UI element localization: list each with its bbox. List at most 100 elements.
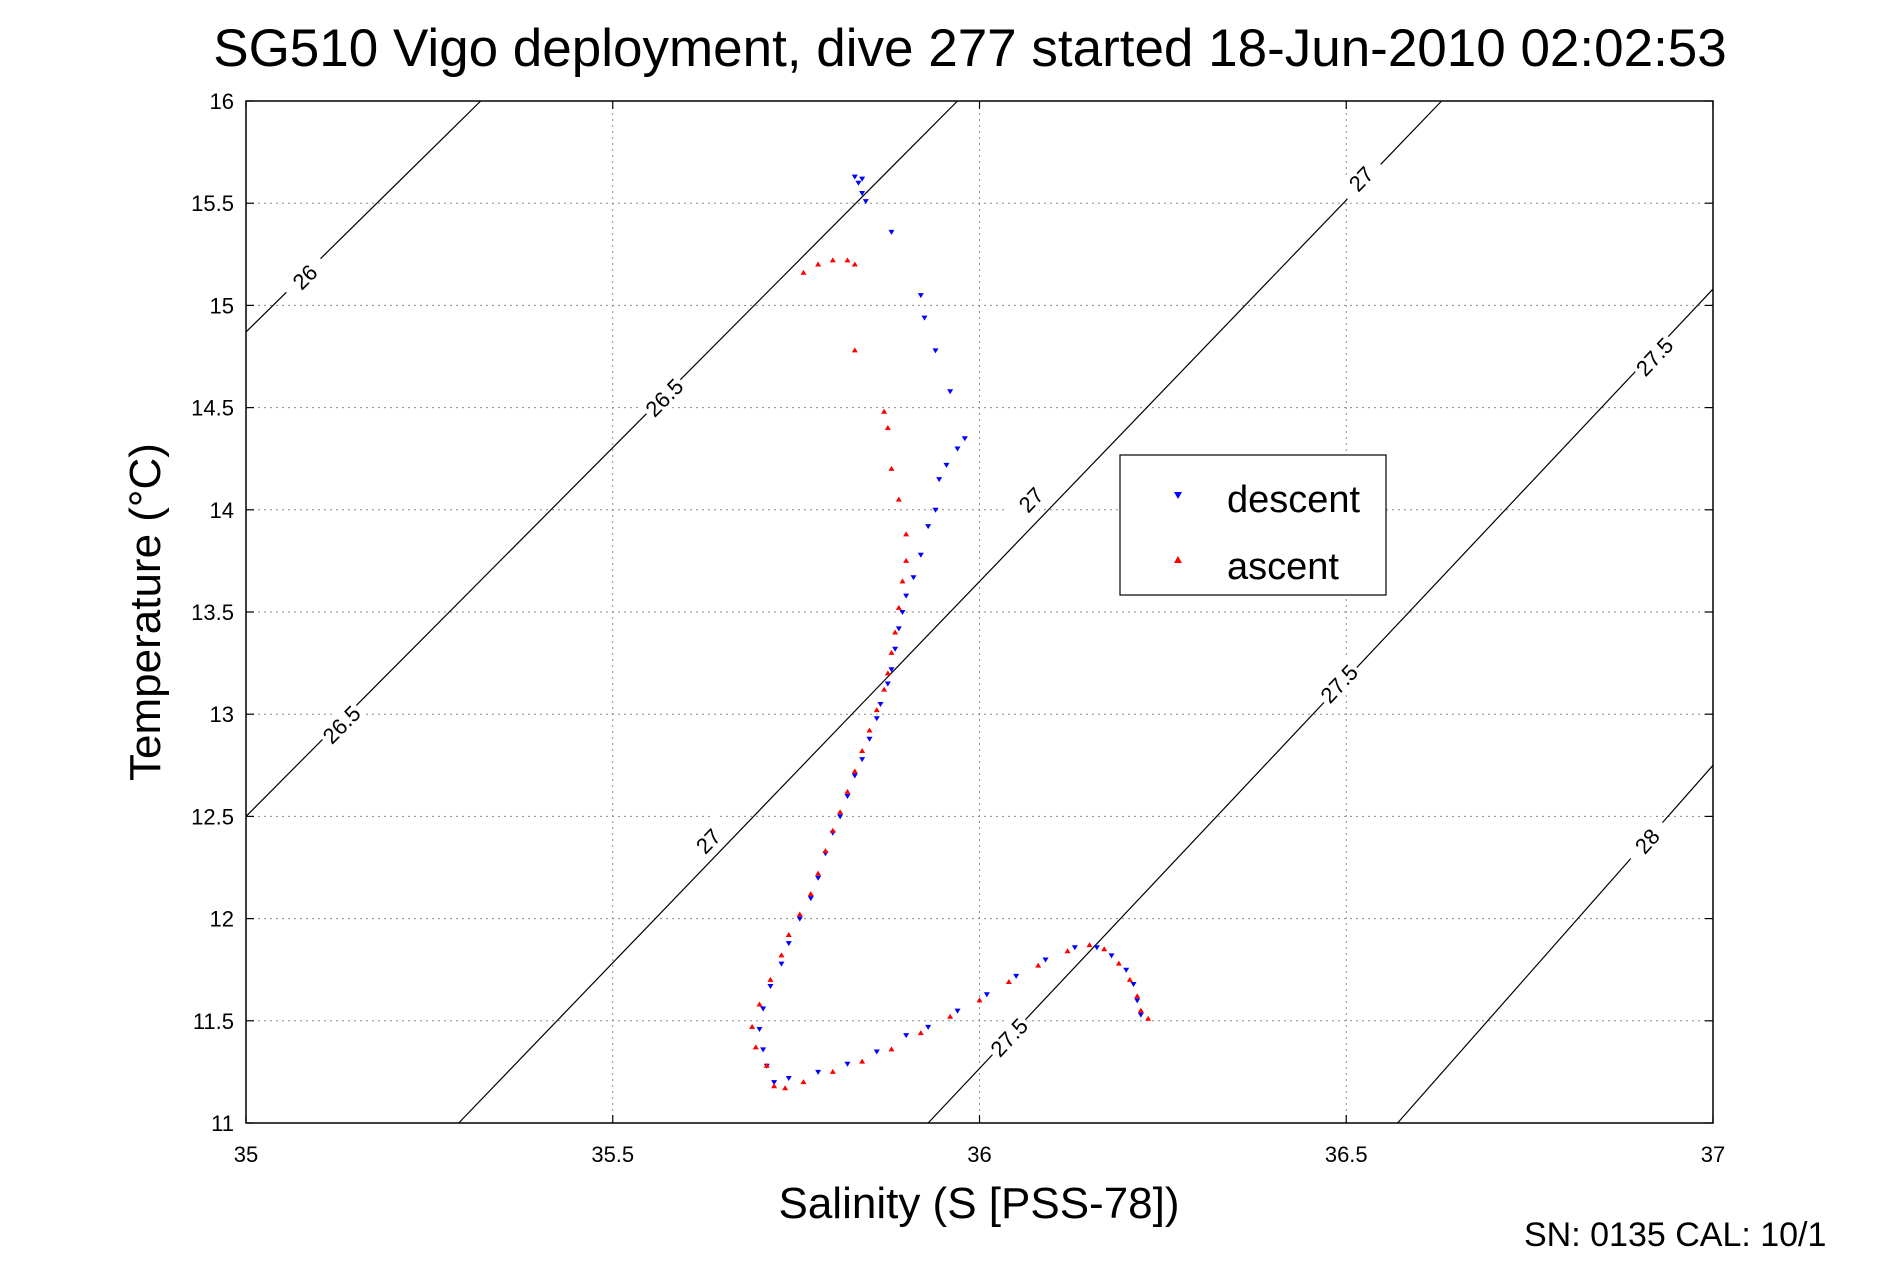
ascent-point bbox=[881, 408, 888, 414]
descent-point bbox=[837, 814, 844, 820]
ascent-point bbox=[756, 1001, 763, 1007]
x-tick-label: 35.5 bbox=[591, 1142, 634, 1167]
descent-point bbox=[877, 701, 884, 707]
ascent-point bbox=[815, 870, 822, 876]
ascent-point bbox=[947, 1013, 954, 1019]
descent-point bbox=[873, 716, 880, 722]
ascent-point bbox=[1086, 942, 1093, 948]
descent-point bbox=[873, 1049, 880, 1055]
isopycnal-label-bg bbox=[1334, 152, 1387, 205]
y-tick-label: 11.5 bbox=[193, 1009, 234, 1034]
descent-point bbox=[778, 961, 785, 967]
legend-ascent-marker bbox=[1174, 556, 1182, 563]
descent-point bbox=[815, 1069, 822, 1075]
ascent-point bbox=[1115, 960, 1122, 966]
ascent-point bbox=[815, 261, 822, 267]
ascent-point bbox=[800, 269, 807, 275]
ascent-point bbox=[884, 425, 891, 431]
descent-point bbox=[917, 552, 924, 558]
ascent-point bbox=[778, 952, 785, 958]
footer-serial-cal: SN: 0135 CAL: 10/1 bbox=[1524, 1216, 1826, 1254]
descent-point bbox=[844, 1061, 851, 1067]
ascent-point bbox=[859, 1058, 866, 1064]
x-axis-label: Salinity (S [PSS-78]) bbox=[778, 1179, 1179, 1228]
ascent-point bbox=[1005, 978, 1012, 984]
y-tick-label: 16 bbox=[210, 89, 234, 114]
isopycnal-label-bg bbox=[682, 814, 735, 868]
isopycnal-26-5-line bbox=[245, 100, 958, 817]
descent-point bbox=[796, 916, 803, 922]
chart-title: SG510 Vigo deployment, dive 277 started … bbox=[213, 19, 1727, 78]
descent-point bbox=[1042, 957, 1049, 963]
descent-point bbox=[1130, 982, 1137, 988]
descent-point bbox=[884, 681, 891, 687]
ascent-point bbox=[866, 727, 873, 733]
ascent-point bbox=[829, 257, 836, 263]
ascent-point bbox=[796, 911, 803, 917]
isopycnal-label-bg bbox=[278, 250, 331, 303]
descent-point bbox=[844, 793, 851, 799]
ascent-point bbox=[782, 1085, 789, 1091]
descent-point bbox=[859, 757, 866, 763]
ascent-point bbox=[903, 531, 910, 537]
isopycnal-label-bg bbox=[1628, 330, 1681, 383]
ascent-point bbox=[851, 347, 858, 353]
descent-point bbox=[859, 190, 866, 196]
y-tick-label: 14.5 bbox=[191, 396, 234, 421]
descent-point bbox=[862, 199, 869, 205]
y-tick-label: 15.5 bbox=[191, 191, 234, 216]
descent-point bbox=[859, 176, 866, 182]
descent-point bbox=[866, 736, 873, 742]
descent-point bbox=[903, 593, 910, 599]
descent-point bbox=[807, 896, 814, 902]
legend-ascent-label: ascent bbox=[1227, 546, 1339, 588]
ascent-point bbox=[837, 809, 844, 815]
ascent-point bbox=[888, 465, 895, 471]
descent-point bbox=[961, 436, 968, 442]
descent-point bbox=[932, 507, 939, 513]
ascent-point bbox=[829, 827, 836, 833]
data-points bbox=[749, 174, 1152, 1091]
isopycnal-label-bg bbox=[1621, 814, 1673, 868]
descent-point bbox=[888, 229, 895, 235]
descent-point bbox=[785, 941, 792, 947]
ascent-point bbox=[785, 931, 792, 937]
ascent-point bbox=[895, 496, 902, 502]
ascent-point bbox=[1126, 976, 1133, 982]
descent-point bbox=[947, 389, 954, 395]
ascent-point bbox=[1035, 962, 1042, 968]
isopycnal-label-bg bbox=[1004, 473, 1057, 526]
ascent-point bbox=[899, 578, 906, 584]
descent-point bbox=[925, 524, 932, 530]
descent-point bbox=[1093, 945, 1100, 951]
descent-point bbox=[851, 773, 858, 779]
ascent-point bbox=[892, 629, 899, 635]
descent-point bbox=[1137, 1012, 1144, 1018]
ascent-point bbox=[1145, 1015, 1152, 1021]
ascent-point bbox=[1134, 993, 1141, 999]
legend-descent-label: descent bbox=[1227, 479, 1361, 521]
descent-point bbox=[943, 462, 950, 468]
descent-point bbox=[910, 575, 917, 581]
descent-point bbox=[815, 875, 822, 881]
descent-point bbox=[1123, 967, 1130, 973]
legend-descent-marker bbox=[1174, 492, 1182, 499]
ascent-point bbox=[851, 261, 858, 267]
descent-point bbox=[756, 1026, 763, 1032]
isopycnal-27-line bbox=[458, 100, 1443, 1124]
isopycnal-27-5-line bbox=[927, 288, 1714, 1124]
ascent-point bbox=[844, 257, 851, 263]
ascent-point bbox=[895, 604, 902, 610]
ascent-point bbox=[851, 768, 858, 774]
x-tick-label: 36 bbox=[967, 1142, 991, 1167]
ascent-point bbox=[800, 1079, 807, 1085]
y-tick-label: 12 bbox=[210, 907, 234, 932]
descent-point bbox=[771, 1080, 778, 1086]
isopycnal-label-bg bbox=[1312, 657, 1365, 710]
descent-point bbox=[892, 646, 899, 652]
descent-point bbox=[767, 984, 774, 990]
y-tick-label: 12.5 bbox=[191, 804, 234, 829]
isopycnal-label-bg bbox=[982, 1010, 1035, 1064]
y-tick-label: 13 bbox=[210, 702, 234, 727]
